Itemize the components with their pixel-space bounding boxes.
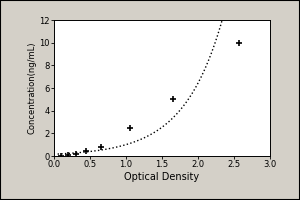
Y-axis label: Concentration(ng/mL): Concentration(ng/mL) <box>28 42 37 134</box>
X-axis label: Optical Density: Optical Density <box>124 172 200 182</box>
